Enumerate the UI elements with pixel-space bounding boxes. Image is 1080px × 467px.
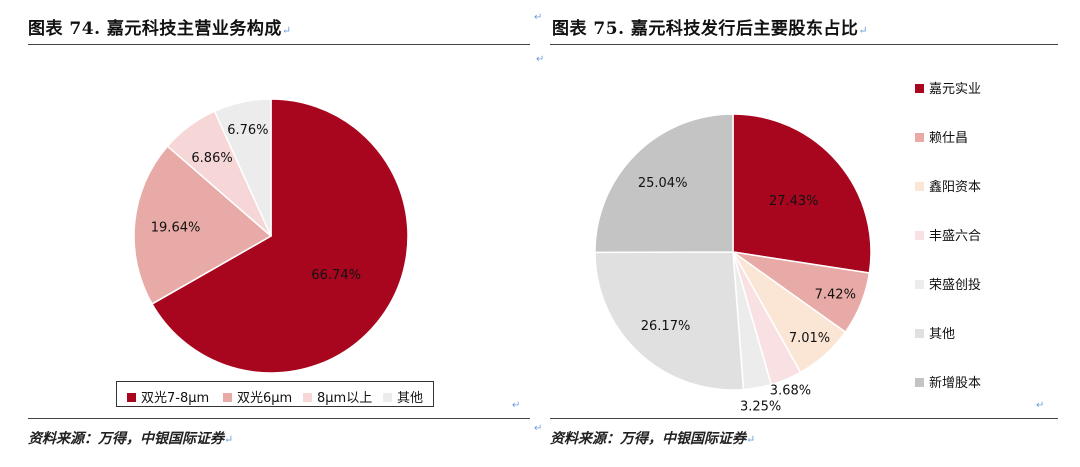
legend-item-2: 鑫阳资本 [915, 176, 981, 195]
figure-75-title: 图表 75. 嘉元科技发行后主要股东占比↵ [552, 19, 869, 39]
pie-data-label: 66.74% [311, 268, 361, 283]
legend-item-0: 双光7-8μm [127, 387, 209, 406]
legend-item-0: 嘉元实业 [915, 78, 981, 97]
legend-swatch [915, 378, 924, 387]
figure-74-source: 资料来源：万得，中银国际证券↵ [28, 431, 234, 447]
legend-item-1: 赖仕昌 [915, 127, 968, 146]
figure-74-title: 图表 74. 嘉元科技主营业务构成↵ [28, 19, 292, 39]
pie-slice [133, 145, 273, 305]
pie-slice [732, 113, 872, 274]
title-rule [550, 44, 1058, 45]
pie-data-label: 25.04% [638, 176, 688, 191]
legend-item-3: 丰盛六合 [915, 225, 981, 244]
paragraph-mark-icon: ↵ [512, 400, 521, 411]
pie-data-label: 3.68% [770, 384, 811, 399]
legend-swatch [915, 280, 924, 289]
source-rule [550, 418, 1058, 419]
pie-data-label: 27.43% [769, 194, 819, 209]
pie-data-label: 19.64% [151, 221, 201, 236]
legend-swatch [383, 393, 392, 402]
legend-swatch [127, 393, 136, 402]
figure-75-source: 资料来源：万得，中银国际证券↵ [550, 431, 756, 447]
pie-data-label: 6.86% [191, 151, 232, 166]
legend-swatch [915, 329, 924, 338]
title-rule [28, 44, 530, 45]
legend-item-3: 其他 [383, 387, 423, 406]
figure-75-panel: ↵ 图表 75. 嘉元科技发行后主要股东占比↵ ↵ 27.43% 7.42% 7.0… [534, 0, 1060, 467]
paragraph-mark-icon: ↵ [858, 24, 869, 37]
legend-swatch [915, 84, 924, 93]
legend-swatch [223, 393, 232, 402]
paragraph-mark-icon: ↵ [281, 24, 292, 37]
paragraph-mark-icon: ↵ [746, 433, 756, 446]
legend-swatch [915, 182, 924, 191]
legend-item-5: 其他 [915, 323, 955, 342]
paragraph-mark-icon: ↵ [536, 54, 545, 65]
pie-legend-business: 双光7-8μm 双光6μm 8μm以上 其他 [116, 381, 434, 407]
pie-data-label: 7.42% [815, 288, 856, 303]
legend-swatch [915, 133, 924, 142]
pie-chart-shareholders: 27.43% 7.42% 7.01% 3.68%3.25% 26.17% 25.04% [594, 113, 872, 414]
paragraph-mark-icon: ↵ [534, 12, 543, 23]
legend-item-4: 荣盛创投 [915, 274, 981, 293]
pie-data-label: 7.01% [789, 331, 830, 346]
pie-chart-business-composition: 66.74% 19.64% 6.86% 6.76% [133, 98, 409, 374]
pie-data-label: 26.17% [641, 319, 691, 334]
pie-slice [594, 251, 745, 391]
legend-item-2: 8μm以上 [303, 387, 372, 406]
figure-74-panel: 图表 74. 嘉元科技主营业务构成↵ 66.74% 19.64% 6.86% 6.76… [0, 0, 530, 467]
pie-data-label: 3.25% [740, 399, 781, 414]
legend-swatch [303, 393, 312, 402]
pie-slice [213, 98, 272, 237]
pie-slice [151, 98, 409, 374]
legend-swatch [915, 231, 924, 240]
paragraph-mark-icon: ↵ [1036, 400, 1045, 411]
legend-item-6: 新增股本 [915, 372, 981, 391]
paragraph-mark-icon: ↵ [534, 423, 543, 434]
legend-item-1: 双光6μm [223, 387, 292, 406]
source-rule [28, 418, 530, 419]
pie-data-label: 6.76% [227, 123, 268, 138]
pie-slice [594, 113, 734, 254]
paragraph-mark-icon: ↵ [224, 433, 234, 446]
